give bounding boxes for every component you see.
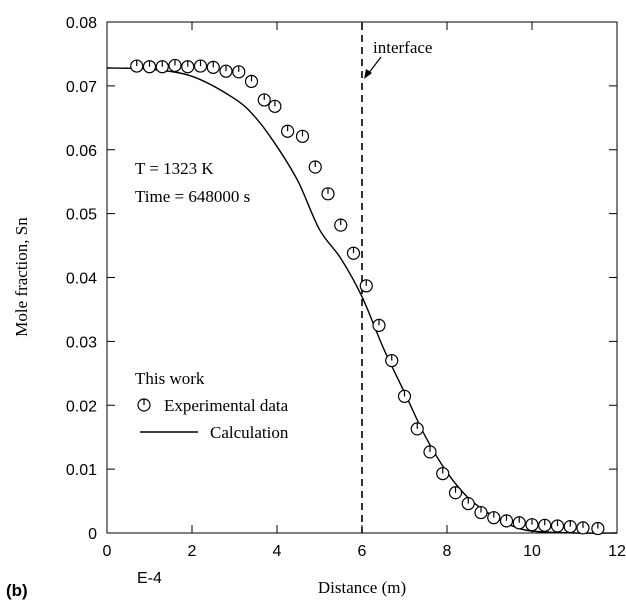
y-tick-label: 0.03 xyxy=(66,334,97,351)
panel-label: (b) xyxy=(6,581,28,600)
experimental-point xyxy=(423,445,437,459)
experimental-point xyxy=(257,93,271,107)
series-layer xyxy=(106,23,618,536)
experimental-point xyxy=(474,505,488,520)
experimental-point xyxy=(538,518,552,532)
y-tick-label: 0.01 xyxy=(66,462,97,479)
experimental-point xyxy=(346,246,361,260)
experimental-point xyxy=(168,58,182,73)
experimental-point xyxy=(512,516,526,530)
experimental-point xyxy=(244,74,259,89)
x-tick-label: 12 xyxy=(608,543,626,560)
experimental-point xyxy=(206,60,220,74)
experimental-point xyxy=(155,60,169,74)
axis-ticks: 0 2 4 6 8 10 12 0 0.01 0.02 0.03 0.04 0.05 0.06 0.07 0.… xyxy=(66,15,626,560)
legend-title: This work xyxy=(135,369,205,388)
y-tick-label: 0 xyxy=(88,526,97,543)
experimental-point xyxy=(130,59,144,73)
experimental-point xyxy=(193,59,208,73)
legend-experimental-label: Experimental data xyxy=(164,396,289,415)
experimental-point xyxy=(448,486,463,500)
time-annotation: Time = 648000 s xyxy=(135,187,250,206)
experimental-point xyxy=(232,65,246,79)
x-tick-label: 4 xyxy=(273,543,282,560)
legend-calculation-label: Calculation xyxy=(210,423,289,442)
y-axis-label: Mole fraction, Sn xyxy=(12,217,31,337)
experimental-point xyxy=(436,466,450,481)
experimental-point xyxy=(308,160,322,174)
interface-arrow-head xyxy=(364,69,372,79)
legend-experimental-marker xyxy=(137,398,151,412)
experimental-point xyxy=(461,497,475,511)
experimental-point xyxy=(219,64,233,78)
experimental-point xyxy=(499,514,514,528)
experimental-point xyxy=(268,99,282,113)
experimental-point xyxy=(591,521,605,536)
x-tick-label: 6 xyxy=(358,543,367,560)
experimental-point xyxy=(397,389,412,403)
experimental-point xyxy=(334,218,348,232)
experimental-point xyxy=(487,511,501,525)
interface-arrow-shaft xyxy=(367,56,382,75)
x-tick-label: 10 xyxy=(523,543,541,560)
y-tick-label: 0.07 xyxy=(66,79,97,96)
x-axis-label: Distance (m) xyxy=(318,578,406,597)
experimental-point xyxy=(576,521,590,535)
experimental-point xyxy=(181,60,195,74)
x-tick-label: 8 xyxy=(443,543,452,560)
x-multiplier-label: E-4 xyxy=(137,570,162,587)
experimental-point xyxy=(563,520,577,534)
y-tick-label: 0.02 xyxy=(66,398,97,415)
experimental-point xyxy=(550,519,565,533)
experimental-point xyxy=(372,318,386,333)
experimental-point xyxy=(385,353,399,368)
x-tick-label: 2 xyxy=(188,543,197,560)
y-tick-label: 0.04 xyxy=(66,271,97,288)
temperature-annotation: T = 1323 K xyxy=(135,159,214,178)
interface-annotation: interface xyxy=(373,38,432,57)
y-tick-label: 0.06 xyxy=(66,143,97,160)
experimental-point xyxy=(321,187,335,201)
experimental-point xyxy=(410,422,424,436)
experimental-point xyxy=(142,60,157,74)
experimental-point xyxy=(295,129,310,143)
experimental-point xyxy=(525,518,539,532)
y-tick-label: 0.08 xyxy=(66,15,97,32)
experimental-point xyxy=(281,124,295,138)
y-tick-label: 0.05 xyxy=(66,207,97,224)
experimental-point xyxy=(359,279,373,293)
x-tick-label: 0 xyxy=(103,543,112,560)
